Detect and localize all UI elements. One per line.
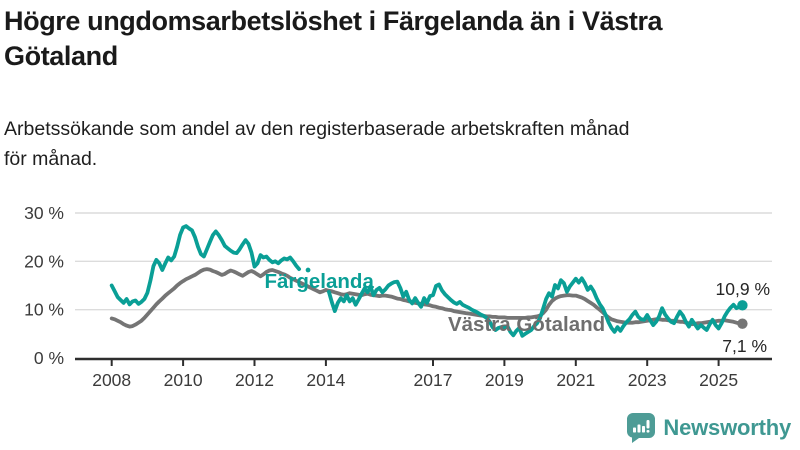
y-tick-label: 10 % xyxy=(24,300,64,320)
newsworthy-logo-icon xyxy=(627,413,656,443)
isolated-data-point-farjelanda xyxy=(305,267,311,273)
page-title: Högre ungdomsarbetslöshet i Färgelanda ä… xyxy=(4,6,663,71)
series-end-value-label: 7,1 % xyxy=(722,336,767,356)
series-end-value-label: 10,9 % xyxy=(716,279,770,299)
newsworthy-brand: Newsworthy xyxy=(626,412,791,443)
series-line-farjelanda xyxy=(327,276,745,338)
chart-subtitle: Arbetssökande som andel av den registerb… xyxy=(4,118,630,170)
series-line-farjelanda xyxy=(109,224,301,307)
y-tick-label: 0 % xyxy=(34,348,64,368)
x-tick-label: 2023 xyxy=(628,370,667,390)
y-tick-label: 20 % xyxy=(24,251,64,271)
x-tick-label: 2021 xyxy=(556,370,595,390)
x-tick-label: 2014 xyxy=(306,370,345,390)
x-tick-label: 2012 xyxy=(235,370,274,390)
x-tick-label: 2017 xyxy=(414,370,453,390)
x-tick-label: 2008 xyxy=(92,370,131,390)
series-end-dot-vastra-gotaland xyxy=(737,318,748,329)
y-tick-label: 30 % xyxy=(24,203,64,223)
newsworthy-brand-name: Newsworthy xyxy=(663,414,791,440)
x-tick-label: 2019 xyxy=(485,370,524,390)
series-inline-label: Västra Götaland xyxy=(448,313,605,336)
series-line-vastra-gotaland xyxy=(109,267,745,329)
series-inline-label: Färgelanda xyxy=(264,270,374,293)
x-tick-label: 2025 xyxy=(699,370,738,390)
x-tick-label: 2010 xyxy=(164,370,203,390)
series-end-dot-farjelanda xyxy=(737,300,748,311)
